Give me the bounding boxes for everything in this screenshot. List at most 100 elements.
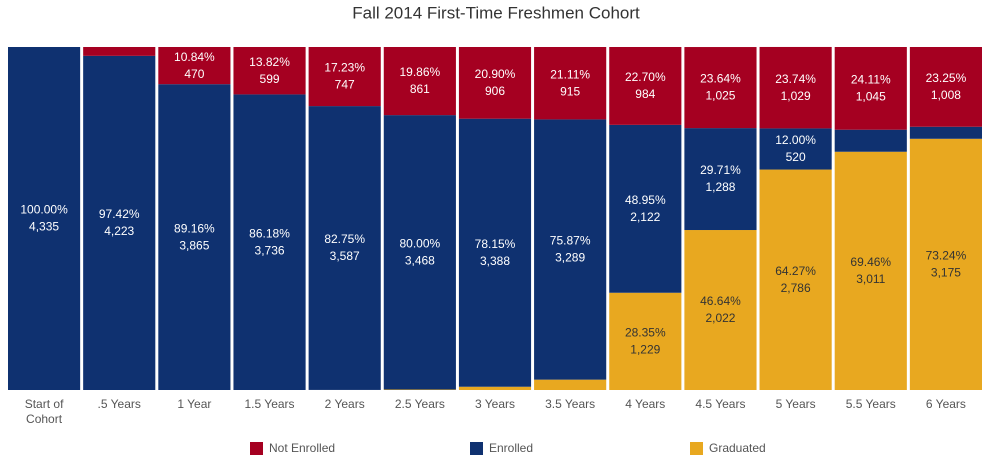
percent-label: 73.24% bbox=[926, 249, 967, 263]
bar-segment bbox=[909, 138, 982, 390]
x-tick-label: 6 Years bbox=[925, 397, 966, 411]
percent-label: 10.84% bbox=[174, 50, 215, 64]
percent-label: 17.23% bbox=[324, 61, 365, 75]
x-tick-label: 5 Years bbox=[775, 397, 816, 411]
bar-segment bbox=[684, 230, 757, 390]
bar-segment bbox=[909, 126, 982, 139]
legend-swatch bbox=[250, 442, 263, 455]
bar-segment bbox=[909, 47, 982, 127]
bar-segment bbox=[759, 46, 832, 129]
bar-segment bbox=[458, 386, 532, 390]
bar-segment bbox=[834, 151, 907, 390]
x-tick-label: 3 Years bbox=[474, 397, 516, 411]
bar-segment bbox=[158, 84, 231, 390]
bar-segment bbox=[834, 129, 907, 152]
x-tick-label: .5 Years bbox=[97, 397, 141, 411]
x-tick-label: 2.5 Years bbox=[394, 397, 445, 411]
percent-label: 21.11% bbox=[550, 67, 590, 81]
count-label: 861 bbox=[410, 82, 430, 96]
bar-segment bbox=[759, 169, 832, 390]
x-tick-label: Start of Cohort bbox=[24, 397, 64, 426]
count-label: 2,022 bbox=[705, 311, 735, 325]
percent-label: 89.16% bbox=[174, 221, 215, 235]
percent-label: 46.64% bbox=[700, 294, 741, 308]
percent-label: 86.18% bbox=[249, 226, 290, 240]
x-tick-label: 4 Years bbox=[625, 397, 666, 411]
bar-segment bbox=[609, 292, 682, 390]
bar-segment bbox=[383, 115, 456, 390]
bar-segment bbox=[609, 47, 682, 125]
percent-label: 100.00% bbox=[20, 203, 68, 217]
count-label: 2,786 bbox=[781, 281, 811, 295]
bar-segment bbox=[233, 47, 306, 95]
percent-label: 24.11% bbox=[851, 73, 891, 87]
legend-swatch bbox=[690, 442, 703, 455]
percent-label: 19.86% bbox=[399, 65, 440, 79]
bar-segment bbox=[308, 47, 381, 107]
bar-segment bbox=[534, 47, 607, 120]
count-label: 984 bbox=[635, 87, 655, 101]
x-tick-label: 5.5 Years bbox=[845, 397, 896, 411]
count-label: 3,175 bbox=[931, 266, 961, 280]
bar-segment bbox=[684, 128, 757, 231]
x-tick-label: 2 Years bbox=[324, 397, 365, 411]
legend-label: Not Enrolled bbox=[269, 441, 335, 455]
bar-segment bbox=[834, 47, 907, 130]
count-label: 1,288 bbox=[705, 180, 735, 194]
bar-segment bbox=[609, 124, 682, 293]
bar-segment bbox=[308, 106, 381, 390]
count-label: 3,011 bbox=[856, 272, 885, 286]
count-label: 599 bbox=[260, 72, 280, 86]
percent-label: 82.75% bbox=[324, 232, 365, 246]
bar-segment bbox=[684, 47, 757, 129]
percent-label: 69.46% bbox=[850, 255, 891, 269]
bar-segment bbox=[233, 94, 306, 391]
chart-title: Fall 2014 First-Time Freshmen Cohort bbox=[352, 3, 640, 22]
bar-segment bbox=[158, 47, 231, 85]
count-label: 3,736 bbox=[255, 243, 285, 257]
legend-label: Enrolled bbox=[489, 441, 533, 455]
bar-segment bbox=[759, 128, 832, 170]
count-label: 3,388 bbox=[480, 254, 510, 268]
count-label: 4,223 bbox=[104, 224, 134, 238]
bar-segment bbox=[83, 47, 156, 56]
percent-label: 20.90% bbox=[475, 67, 516, 81]
count-label: 3,468 bbox=[405, 253, 435, 267]
count-label: 915 bbox=[560, 84, 580, 98]
percent-label: 64.27% bbox=[775, 264, 816, 278]
count-label: 1,025 bbox=[705, 89, 735, 103]
x-tick-label: 1 Year bbox=[177, 397, 212, 411]
percent-label: 28.35% bbox=[625, 326, 666, 340]
count-label: 520 bbox=[786, 150, 806, 164]
percent-label: 12.00% bbox=[775, 133, 816, 147]
percent-label: 23.64% bbox=[700, 72, 741, 86]
count-label: 3,865 bbox=[179, 238, 209, 252]
count-label: 2,122 bbox=[630, 210, 660, 224]
x-tick-label: 3.5 Years bbox=[545, 397, 596, 411]
bar-segment bbox=[83, 55, 156, 391]
percent-label: 22.70% bbox=[625, 70, 666, 84]
x-tick-label: 4.5 Years bbox=[695, 397, 746, 411]
count-label: 3,587 bbox=[330, 249, 360, 263]
bar-segment bbox=[534, 379, 607, 390]
count-label: 1,045 bbox=[856, 90, 886, 104]
x-tick-label: 1.5 Years bbox=[244, 397, 295, 411]
percent-label: 23.74% bbox=[775, 72, 816, 86]
percent-label: 97.42% bbox=[99, 207, 140, 221]
count-label: 1,229 bbox=[630, 343, 660, 357]
count-label: 1,008 bbox=[931, 88, 961, 102]
legend-label: Graduated bbox=[709, 441, 766, 455]
count-label: 470 bbox=[184, 67, 204, 81]
bar-segment bbox=[458, 47, 532, 119]
count-label: 747 bbox=[335, 78, 355, 92]
bar-segment bbox=[383, 47, 456, 116]
count-label: 4,335 bbox=[29, 220, 59, 234]
count-label: 3,289 bbox=[555, 251, 585, 265]
bar-segment bbox=[8, 47, 81, 390]
percent-label: 13.82% bbox=[249, 55, 290, 69]
percent-label: 23.25% bbox=[926, 71, 967, 85]
bar-segment bbox=[534, 119, 607, 380]
count-label: 906 bbox=[485, 84, 505, 98]
